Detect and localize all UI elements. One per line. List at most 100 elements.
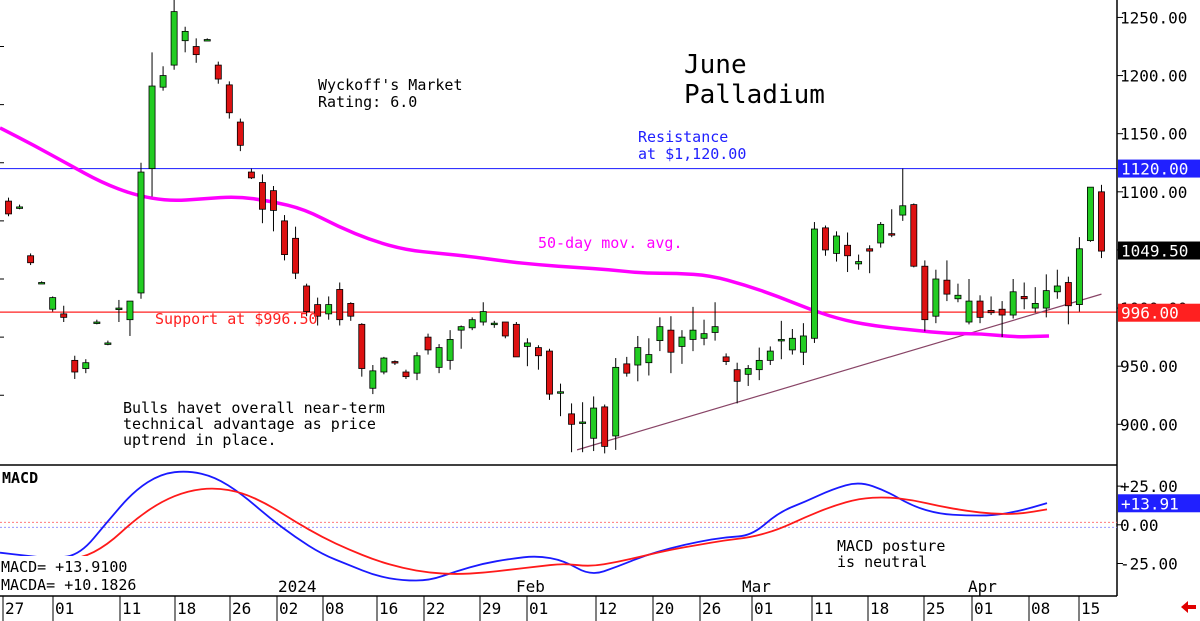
candle-body-up: [700, 333, 708, 339]
candle-body-up: [490, 322, 498, 326]
date-tick-label: 29: [482, 599, 501, 618]
price-tick-label: 900.00: [1120, 415, 1178, 434]
outlook-annotation: Bulls havet overall near-term technical …: [123, 399, 385, 449]
month-label: 2024: [278, 577, 317, 596]
candle: [645, 338, 653, 376]
candle-body-down: [236, 121, 244, 146]
candle: [579, 402, 587, 453]
candle: [60, 305, 68, 323]
market-rating: Wyckoff's Market Rating: 6.0: [318, 76, 463, 111]
candle: [557, 383, 564, 417]
macd-value-tag-label: +13.91: [1121, 494, 1179, 513]
candle: [192, 38, 200, 63]
price-reference-lines: [0, 167, 1117, 451]
candle-body-up: [435, 347, 443, 368]
candle: [501, 321, 509, 339]
date-tick-label: 08: [325, 599, 344, 618]
candle-body-down: [943, 279, 951, 295]
candle-body-down: [722, 356, 730, 362]
candle: [148, 52, 156, 197]
candle-body-down: [512, 323, 520, 358]
candle: [777, 320, 785, 360]
moving-average-layer: [0, 126, 1050, 339]
candle: [822, 225, 829, 256]
candle-body-up: [325, 304, 333, 315]
date-axis: 27 01 11 18 26 02 08 16 22 29 01 12 20 26 01 11 18 25 01 08…: [0, 577, 1117, 621]
candle: [590, 396, 598, 452]
candle-body-up: [1031, 303, 1039, 309]
candle: [1042, 274, 1050, 318]
candle: [634, 335, 642, 382]
candle-body-down: [623, 363, 631, 374]
candle: [799, 323, 807, 366]
candle-body-up: [479, 311, 487, 323]
outlook-annotation-line-2: technical advantage as price: [123, 415, 376, 433]
candlestick-series: [5, 0, 1105, 454]
candle-body-down: [27, 255, 35, 264]
macd-series-layer: [0, 470, 1048, 582]
market-rating-line-1: Wyckoff's Market: [318, 76, 463, 94]
date-tick-label: 08: [1031, 599, 1050, 618]
macd-annotation-line-2: is neutral: [837, 553, 927, 571]
candle-body-down: [888, 233, 896, 236]
chart-title-line-1: June: [684, 50, 747, 80]
candle: [899, 168, 907, 221]
support-label: Support at $996.50: [155, 310, 318, 328]
candle: [568, 403, 575, 453]
candle-body-down: [71, 359, 79, 373]
date-tick-label: 26: [702, 599, 721, 618]
date-tick-label: 27: [5, 599, 24, 618]
candle-body-down: [733, 369, 741, 382]
date-tick-label: 01: [55, 599, 74, 618]
macd-readout-box: MACD= +13.9100 MACDA= +10.1826: [0, 556, 166, 596]
candle-body-up: [788, 337, 796, 351]
candle: [71, 355, 79, 379]
scroll-arrow-shape[interactable]: [1181, 601, 1196, 613]
candle-body-down: [1064, 282, 1072, 307]
candle: [1053, 269, 1061, 299]
candle: [833, 231, 840, 262]
candle-body-up: [954, 294, 962, 300]
candle-body-up: [833, 235, 840, 254]
scroll-arrow-icon[interactable]: [1181, 601, 1196, 613]
candle: [27, 253, 35, 266]
candle-body-up: [678, 336, 686, 347]
candle-body-up: [744, 368, 752, 375]
candle-body-up: [1075, 248, 1083, 305]
candle: [314, 297, 322, 326]
candle: [435, 344, 443, 374]
macd-readout-background: [0, 556, 166, 596]
candle: [943, 260, 951, 302]
candle-body-up: [899, 205, 907, 216]
candle: [601, 404, 609, 454]
candle: [866, 245, 874, 274]
macda-readout-value: MACDA= +10.1826: [1, 576, 136, 594]
macd-readout-value: MACD= +13.9100: [1, 558, 127, 576]
candle-body-up: [755, 359, 763, 371]
candle-body-down: [247, 171, 255, 179]
price-tick-label: 1250.00: [1120, 8, 1187, 27]
candle-body-up: [369, 370, 377, 389]
candle-body-down: [424, 336, 432, 351]
moving-average-label: 50-day mov. avg.: [538, 234, 683, 252]
candle: [225, 81, 233, 119]
candle-body-down: [844, 244, 851, 257]
candle: [844, 232, 851, 273]
candle-body-up: [82, 362, 90, 369]
price-tag: 1049.50: [1118, 242, 1200, 261]
candle-body-up: [446, 339, 454, 361]
candle: [181, 26, 189, 53]
candle: [38, 281, 46, 285]
macd-tick-label: -25.00: [1120, 555, 1178, 574]
candle: [612, 358, 620, 450]
chart-title: June Palladium: [684, 50, 825, 110]
candle: [910, 203, 918, 268]
candle: [247, 168, 255, 180]
candle: [391, 360, 399, 366]
date-tick-label: 25: [926, 599, 945, 618]
candle: [1098, 184, 1105, 259]
date-tick-label: 20: [655, 599, 674, 618]
candle-body-up: [877, 223, 885, 244]
price-tag: 1120.00: [1118, 159, 1200, 179]
candle-body-up: [634, 347, 642, 366]
